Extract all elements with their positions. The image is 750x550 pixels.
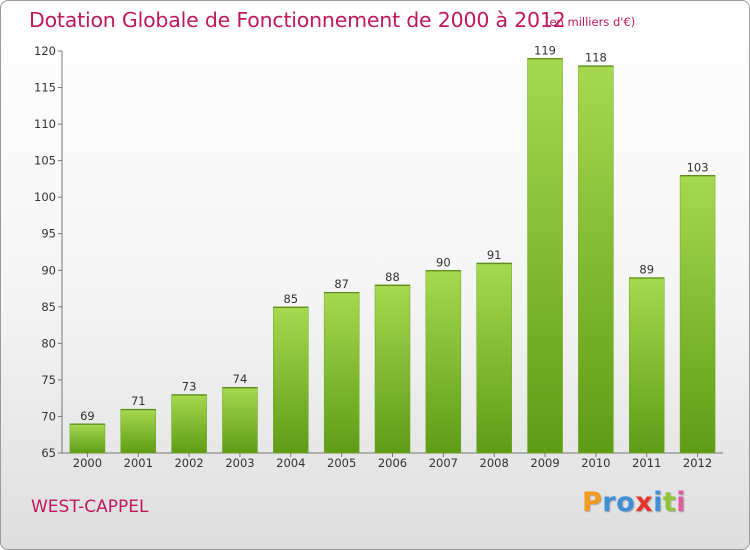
- y-tick-label: 90: [41, 263, 56, 277]
- value-label: 103: [687, 160, 709, 174]
- x-tick-label: 2006: [378, 456, 407, 470]
- y-tick-label: 95: [41, 227, 56, 241]
- x-tick-label: 2001: [124, 456, 153, 470]
- bar: [273, 306, 309, 454]
- y-tick-label: 100: [34, 190, 56, 204]
- value-label: 73: [182, 380, 197, 394]
- logo-letter: o: [616, 487, 636, 518]
- x-tick-label: 2005: [327, 456, 356, 470]
- bar: [222, 386, 258, 454]
- value-label: 88: [385, 270, 400, 284]
- logo-letter: x: [635, 487, 654, 518]
- bar: [425, 270, 462, 454]
- value-label: 118: [585, 51, 607, 65]
- value-label: 87: [334, 277, 349, 291]
- value-label: 85: [283, 292, 298, 306]
- commune-name: WEST-CAPPEL: [31, 497, 149, 517]
- bar: [679, 175, 716, 454]
- y-tick-label: 105: [34, 154, 56, 168]
- x-tick-label: 2002: [174, 456, 203, 470]
- value-label: 74: [233, 372, 248, 386]
- chart-axes: 65 70 75 80 85 90 95 100 105 110 115 120 2000 2001 200…: [34, 44, 723, 470]
- x-tick-label: 2007: [429, 456, 458, 470]
- chart-subtitle: (en milliers d'€): [545, 15, 636, 29]
- x-tick-label: 2003: [225, 456, 254, 470]
- value-label: 119: [534, 43, 556, 57]
- chart-bars: [69, 58, 716, 454]
- x-tick-label: 2009: [530, 456, 559, 470]
- bar: [628, 277, 665, 454]
- logo-letter: i: [653, 487, 663, 518]
- value-label: 69: [80, 409, 95, 423]
- bar: [323, 291, 360, 454]
- bar: [374, 284, 411, 454]
- value-label: 71: [131, 394, 146, 408]
- bar: [120, 408, 157, 454]
- value-label: 91: [487, 248, 502, 262]
- y-tick-label: 120: [34, 44, 56, 58]
- y-tick-label: 115: [34, 81, 56, 95]
- logo-letter: i: [676, 487, 687, 518]
- x-tick-label: 2000: [73, 456, 102, 470]
- chart-title: Dotation Globale de Fonctionnement de 20…: [29, 8, 566, 32]
- bar: [171, 394, 207, 454]
- y-tick-label: 65: [41, 446, 56, 460]
- y-tick-label: 110: [34, 117, 56, 131]
- proxiti-logo: Proxiti: [582, 487, 686, 518]
- bar: [527, 58, 563, 454]
- bar: [69, 423, 106, 454]
- chart-value-labels: 69 71 73 74 85 87 88 90 91 119 118 89 103: [80, 43, 708, 422]
- bar: [578, 65, 614, 454]
- y-tick-label: 85: [41, 300, 56, 314]
- value-label: 89: [639, 263, 654, 277]
- x-tick-label: 2010: [581, 456, 610, 470]
- y-tick-label: 70: [41, 409, 56, 423]
- x-tick-label: 2008: [480, 456, 509, 470]
- x-tick-label: 2004: [276, 456, 305, 470]
- logo-letter: r: [602, 487, 617, 518]
- bar: [476, 262, 512, 454]
- x-tick-label: 2011: [632, 456, 661, 470]
- y-tick-label: 80: [41, 336, 56, 350]
- logo-letter: t: [662, 487, 677, 518]
- value-label: 90: [436, 255, 451, 269]
- y-tick-label: 75: [41, 373, 56, 387]
- logo-letter: P: [582, 487, 603, 518]
- x-tick-label: 2012: [683, 456, 712, 470]
